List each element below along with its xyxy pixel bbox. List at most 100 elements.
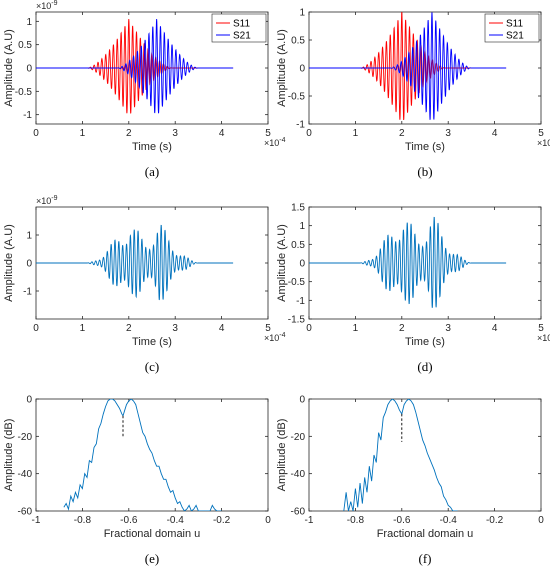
x-exponent-label: ×10-4 — [537, 332, 550, 343]
x-axis-label: Fractional domain u — [104, 528, 201, 540]
x-tick-label: 0 — [33, 128, 39, 139]
y-axis-label: Amplitude (A.U) — [276, 224, 288, 302]
x-tick-label: -0.6 — [393, 515, 411, 526]
panel-b: 0 1 2 3 4 5 -1 -0.5 0 0.5 1 Time (s) Amplitude (A.U)… — [276, 8, 550, 180]
x-axis-label: Time (s) — [405, 141, 445, 153]
x-exponent-label: ×10-4 — [264, 332, 286, 343]
x-tick-label: 0 — [265, 515, 271, 526]
series-line-0 — [343, 399, 458, 511]
x-tick-label: 3 — [172, 323, 178, 334]
y-tick-label: 0 — [26, 395, 32, 406]
x-tick-label: 5 — [265, 128, 271, 139]
y-tick-label: 0 — [299, 64, 305, 75]
x-tick-label: -0.2 — [213, 515, 231, 526]
y-axis-label: Amplitude (A.U) — [3, 224, 15, 302]
x-tick-label: -0.8 — [347, 515, 365, 526]
series-line-s21 — [309, 12, 507, 120]
y-tick-label: 1 — [26, 231, 32, 242]
y-axis-label: Amplitude (A.U) — [276, 29, 288, 107]
y-tick-label: -20 — [291, 432, 306, 443]
x-tick-label: 3 — [172, 128, 178, 139]
legend-entry: S21 — [506, 31, 524, 42]
plot-frame — [35, 398, 269, 512]
x-tick-label: 5 — [538, 323, 544, 334]
panel-d: 0 1 2 3 4 5 -1.5 -1 -0.5 0 0.5 1 1.5 Time (s) Amplitud… — [276, 203, 550, 375]
y-tick-label: -1.5 — [288, 315, 306, 326]
y-tick-label: 1 — [26, 17, 32, 28]
y-tick-label: -0.5 — [288, 92, 306, 103]
series-line-0 — [63, 399, 222, 511]
x-tick-label: 1 — [80, 323, 86, 334]
panel-e: -1 -0.8 -0.6 -0.4 -0.2 0 -60 -40 -20 0 Fractional … — [3, 395, 271, 567]
y-tick-label: -1 — [23, 110, 32, 121]
x-axis-label: Time (s) — [132, 141, 172, 153]
y-axis-label: Amplitude (dB) — [276, 419, 288, 492]
x-axis-label: Time (s) — [405, 336, 445, 348]
panel-a: 0 1 2 3 4 5 -1 -0.5 0 0.5 1 Time (s) Amplitude (A.U)… — [3, 0, 286, 179]
legend-entry: S11 — [233, 19, 250, 30]
x-tick-label: -0.4 — [167, 515, 185, 526]
y-tick-label: -1 — [296, 296, 305, 307]
x-tick-label: 5 — [538, 128, 544, 139]
plot-frame — [308, 398, 542, 512]
y-tick-label: -1 — [23, 287, 32, 298]
x-tick-label: 4 — [492, 128, 498, 139]
y-tick-label: -1 — [296, 120, 305, 131]
panel-label-d: (d) — [417, 359, 432, 374]
series-line-0 — [36, 224, 234, 301]
panel-label-f: (f) — [419, 551, 432, 566]
x-tick-label: -1 — [32, 515, 41, 526]
y-tick-label: 0.5 — [291, 36, 305, 47]
y-exponent-label: ×10-9 — [36, 0, 58, 11]
x-tick-label: -0.8 — [74, 515, 92, 526]
x-tick-label: 3 — [445, 128, 451, 139]
y-tick-label: 0 — [26, 259, 32, 270]
x-tick-label: 1 — [353, 323, 359, 334]
legend-box — [484, 13, 540, 43]
x-tick-label: 0 — [306, 128, 312, 139]
series-line-0 — [309, 216, 507, 308]
x-tick-label: -0.4 — [440, 515, 458, 526]
legend-box — [211, 13, 267, 43]
legend-entry: S21 — [233, 31, 251, 42]
x-tick-label: 4 — [492, 323, 498, 334]
x-tick-label: 0 — [33, 323, 39, 334]
y-tick-label: -60 — [18, 507, 33, 518]
series-line-s21 — [36, 18, 234, 114]
panel-label-b: (b) — [417, 164, 432, 179]
y-tick-label: 1.5 — [291, 203, 305, 214]
panel-label-e: (e) — [145, 551, 159, 566]
x-axis-label: Time (s) — [132, 336, 172, 348]
x-tick-label: 4 — [219, 128, 225, 139]
y-tick-label: 0 — [299, 395, 305, 406]
y-axis-label: Amplitude (dB) — [3, 419, 15, 492]
y-tick-label: -40 — [291, 469, 306, 480]
y-axis-label: Amplitude (A.U) — [3, 29, 15, 107]
y-tick-label: 1 — [299, 8, 305, 19]
y-tick-label: 0.5 — [18, 40, 32, 51]
x-tick-label: 1 — [80, 128, 86, 139]
y-tick-label: 0 — [299, 259, 305, 270]
x-tick-label: 2 — [126, 128, 132, 139]
y-tick-label: 0.5 — [291, 240, 305, 251]
y-exponent-label: ×10-9 — [36, 195, 58, 206]
x-tick-label: 0 — [538, 515, 544, 526]
y-tick-label: 1 — [299, 221, 305, 232]
x-tick-label: 0 — [306, 323, 312, 334]
legend-entry: S11 — [506, 19, 523, 30]
x-tick-label: 2 — [126, 323, 132, 334]
y-tick-label: -0.5 — [288, 277, 306, 288]
panel-label-a: (a) — [145, 164, 159, 179]
x-tick-label: 2 — [399, 128, 405, 139]
panel-f: -1 -0.8 -0.6 -0.4 -0.2 0 -60 -40 -20 0 Fractional … — [276, 395, 544, 567]
x-tick-label: 4 — [219, 323, 225, 334]
x-exponent-label: ×10-4 — [264, 137, 286, 148]
x-axis-label: Fractional domain u — [377, 528, 474, 540]
panel-c: 0 1 2 3 4 5 -1 0 1 Time (s) Amplitude (A.U) ×10-4 ×1… — [3, 195, 286, 374]
y-tick-label: -20 — [18, 432, 33, 443]
x-tick-label: 1 — [353, 128, 359, 139]
y-tick-label: -60 — [291, 507, 306, 518]
x-tick-label: -1 — [305, 515, 314, 526]
x-tick-label: -0.2 — [486, 515, 504, 526]
